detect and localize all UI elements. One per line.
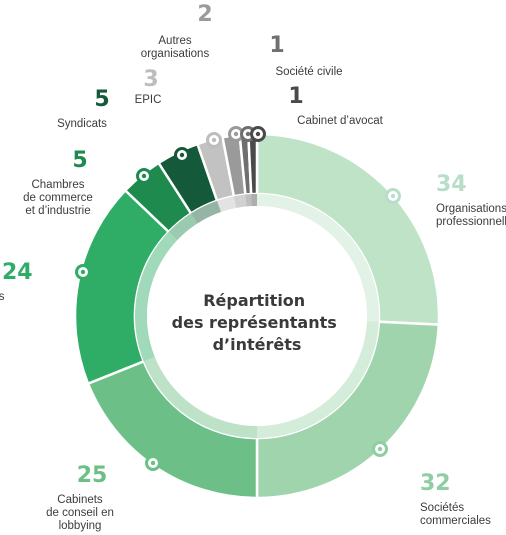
category-label-3: Associations: [0, 291, 5, 303]
category-label-9: Cabinet d’avocat: [297, 115, 383, 127]
value-label-4: 5: [72, 148, 87, 173]
inner-band-5: [191, 200, 222, 224]
inner-band-1: [257, 321, 379, 438]
slice-9: [247, 132, 259, 196]
donut-slices: [73, 132, 441, 500]
category-label-3-line-0: Associations: [0, 291, 5, 303]
category-label-8: Société civile: [275, 66, 342, 78]
category-label-1: Sociétés commerciales: [420, 502, 491, 527]
category-label-7: Autres organisations: [141, 35, 210, 60]
chart-title: Répartition des représentants d’intérêts: [172, 291, 343, 354]
callout-marker-core-4: [141, 173, 147, 179]
donut-hole: [147, 206, 367, 426]
category-label-5: Syndicats: [57, 118, 107, 130]
category-label-1-line-0: Sociétés: [420, 502, 464, 514]
value-label-7: 2: [197, 2, 212, 27]
callout-marker-core-7: [233, 131, 239, 137]
value-label-5: 5: [94, 87, 109, 112]
category-label-7-line-1: organisations: [141, 48, 210, 60]
inner-band-3: [135, 231, 178, 362]
category-label-5-line-0: Syndicats: [57, 118, 107, 130]
value-label-0: 34: [436, 172, 467, 197]
callout-marker-core-0: [390, 193, 396, 199]
inner-band-7: [233, 194, 247, 208]
category-label-2-line-2: lobbying: [59, 520, 102, 532]
inner-band-9: [251, 194, 257, 207]
inner-band-2: [143, 356, 257, 438]
category-label-2-line-1: de conseil en: [46, 507, 114, 519]
chart-title-line-2: des représentants: [172, 313, 337, 332]
inner-ring: [135, 194, 379, 438]
category-label-4: Chambres de commerce et d’industrie: [23, 179, 93, 217]
callout-marker-core-8: [245, 131, 251, 137]
value-label-8: 1: [269, 33, 284, 58]
value-label-1: 32: [420, 471, 451, 496]
category-label-6: EPIC: [135, 94, 162, 106]
category-label-2-line-0: Cabinets: [57, 494, 103, 506]
callout-marker-core-6: [211, 137, 217, 143]
category-label-4-line-2: et d’industrie: [25, 205, 90, 217]
category-label-0: Organisationsprofessionnelles: [436, 203, 506, 228]
category-label-1-line-1: commerciales: [420, 515, 491, 527]
callout-marker-core-1: [377, 446, 383, 452]
category-label-0-line-0: Organisations: [436, 203, 506, 215]
callout-marker-core-3: [80, 269, 86, 275]
category-label-2: Cabinets de conseil en lobbying: [46, 494, 114, 532]
callout-marker-core-2: [150, 460, 156, 466]
slice-0: [255, 132, 441, 326]
category-label-4-line-0: Chambres: [31, 179, 84, 191]
value-label-9: 1: [288, 84, 303, 109]
callout-marker-core-5: [179, 152, 185, 158]
category-label-6-line-0: EPIC: [135, 94, 162, 106]
inner-band-0: [257, 194, 379, 322]
value-label-6: 3: [143, 67, 158, 92]
category-label-8-line-0: Société civile: [275, 66, 342, 78]
chart-title-line-3: d’intérêts: [213, 335, 302, 354]
category-label-0-line-1: professionnelles: [436, 216, 506, 228]
value-label-2: 25: [77, 463, 108, 488]
inner-band-4: [168, 213, 198, 241]
value-label-3: 24: [2, 260, 33, 285]
category-label-7-line-0: Autres: [158, 35, 191, 47]
chart-title-line-1: Répartition: [203, 291, 305, 310]
inner-band-6: [217, 196, 237, 213]
category-label-4-line-1: de commerce: [23, 192, 93, 204]
inner-band-8: [245, 194, 252, 207]
category-label-9-line-0: Cabinet d’avocat: [297, 115, 383, 127]
callout-marker-core-9: [255, 131, 261, 137]
